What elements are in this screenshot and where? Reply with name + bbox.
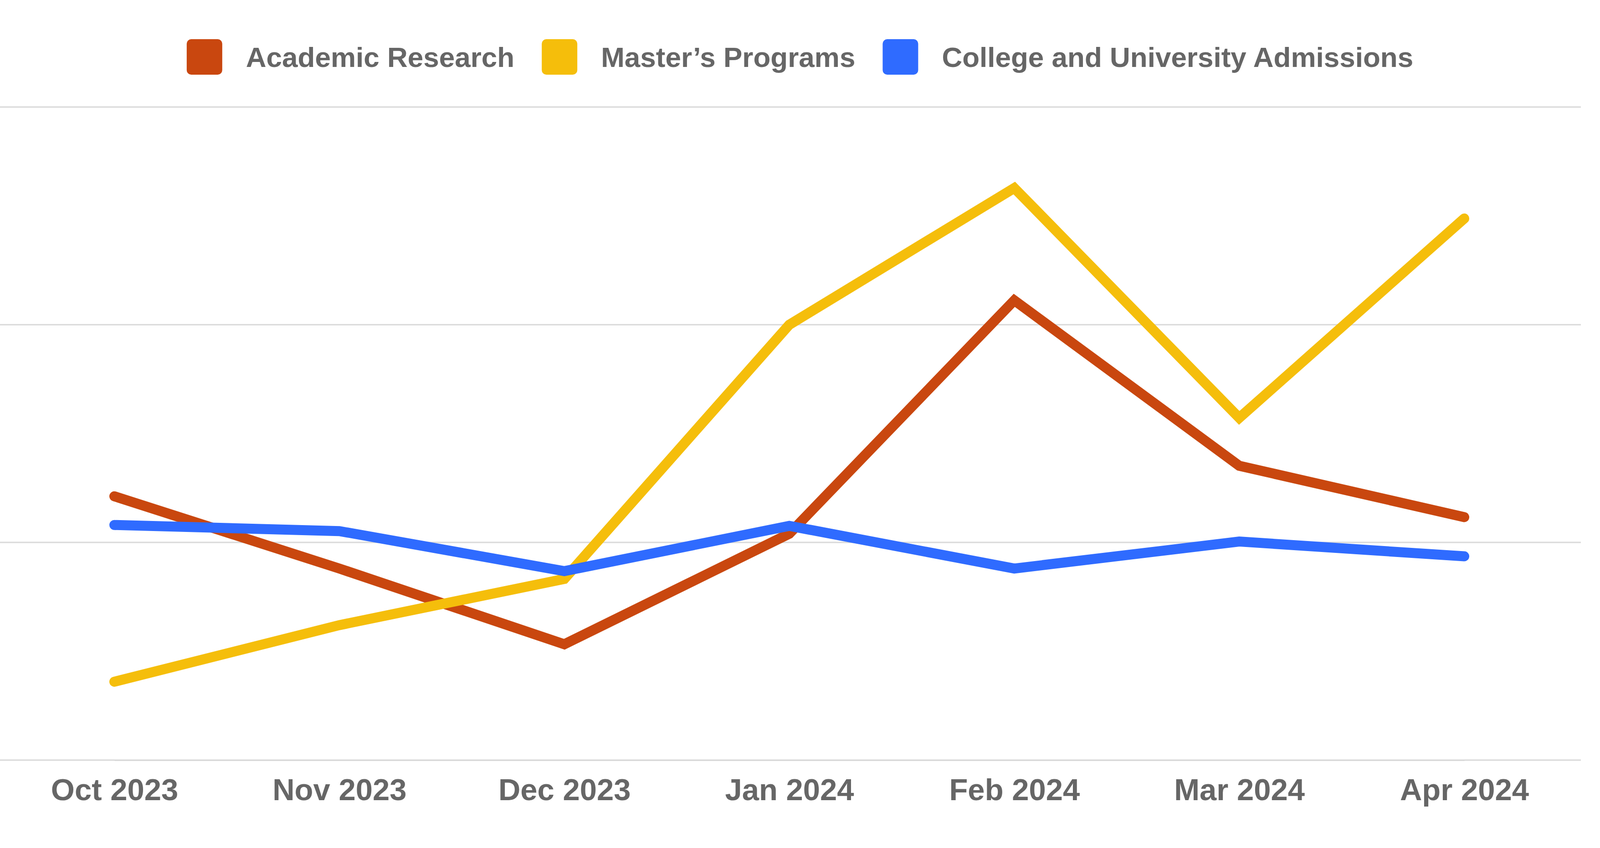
x-tick-label: Feb 2024: [948, 772, 1080, 807]
x-axis-line: [114, 759, 1465, 762]
x-tick-label: Jan 2024: [724, 772, 854, 807]
x-axis: Oct 2023 Nov 2023 Dec 2023 Jan 2024 Feb 2024…: [51, 760, 1529, 807]
chart: Oct 2023 Nov 2023 Dec 2023 Jan 2024 Feb 2024…: [0, 0, 1600, 848]
x-tick: Oct 2023: [51, 760, 179, 807]
series-line: [114, 525, 1465, 572]
x-tick-label: Nov 2023: [272, 772, 407, 807]
x-tick-label: Dec 2023: [498, 772, 631, 807]
x-tick: Feb 2024: [948, 760, 1080, 807]
legend-swatch: [882, 39, 918, 75]
legend-item: College and University Admissions: [882, 39, 1414, 75]
x-tick: Apr 2024: [1400, 760, 1529, 807]
y-axis: [0, 107, 1, 761]
legend-label: College and University Admissions: [941, 41, 1414, 73]
legend-label: Master’s Programs: [600, 41, 856, 73]
y-axis-line: [0, 107, 1, 761]
legend-label: Academic Research: [246, 41, 515, 73]
x-tick: Mar 2024: [1174, 760, 1305, 807]
legend-item: Master’s Programs: [541, 39, 856, 75]
x-tick: Nov 2023: [272, 760, 407, 807]
legend-item: Academic Research: [186, 39, 515, 75]
grid-line: [0, 542, 1581, 544]
x-tick-label: Apr 2024: [1400, 772, 1529, 807]
x-tick-label: Mar 2024: [1174, 772, 1305, 807]
x-tick-label: Oct 2023: [51, 772, 179, 807]
x-tick: Dec 2023: [498, 760, 631, 807]
legend-swatch: [186, 39, 223, 75]
plot-area: [114, 188, 1465, 683]
grid: [0, 107, 1581, 761]
grid-line: [0, 106, 1581, 108]
legend: Academic Research Master’s Programs Colleg…: [186, 39, 1414, 75]
legend-swatch: [541, 39, 578, 75]
series-line: [114, 300, 1465, 645]
x-tick: Jan 2024: [724, 760, 854, 807]
grid-line: [0, 759, 1581, 762]
series-line: [114, 188, 1465, 683]
